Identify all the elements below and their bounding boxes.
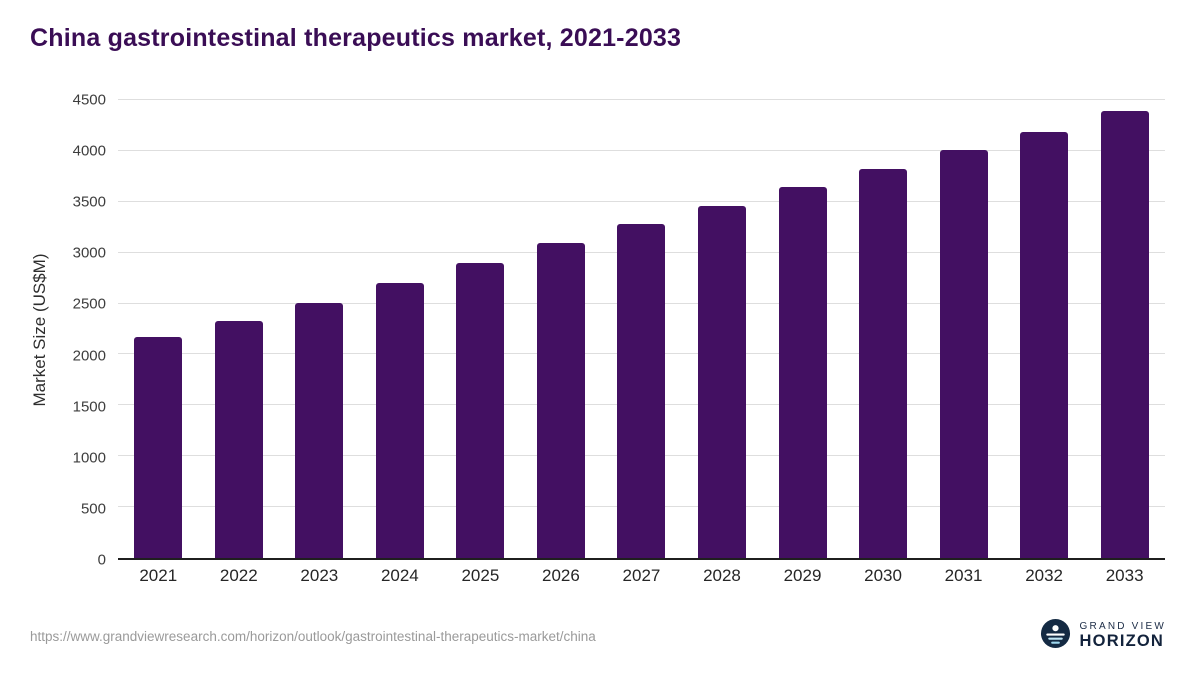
bar-2030[interactable] xyxy=(859,169,908,558)
logo-line2: HORIZON xyxy=(1079,632,1165,651)
source-url[interactable]: https://www.grandviewresearch.com/horizo… xyxy=(30,629,596,644)
x-tick-2030: 2030 xyxy=(864,566,902,585)
x-tick-2021: 2021 xyxy=(139,566,178,585)
x-tick-2029: 2029 xyxy=(783,566,822,585)
x-tick-2027: 2027 xyxy=(622,566,661,585)
bar-2032[interactable] xyxy=(1020,131,1069,558)
y-axis-ticks: 0 500 1000 1500 2000 2500 3000 3500 4000 4500 xyxy=(54,93,106,568)
bar-2029[interactable] xyxy=(778,187,827,558)
bar-2025[interactable] xyxy=(456,262,505,558)
y-tick-1000: 1000 xyxy=(72,449,106,467)
bar-slot-2030 xyxy=(843,100,924,558)
x-tick-2031: 2031 xyxy=(944,566,983,585)
bar-slot-2022 xyxy=(199,100,280,558)
x-tick-2022: 2022 xyxy=(219,566,258,585)
plot-area xyxy=(118,99,1165,560)
x-axis-labels: 2021 2022 2023 2024 2025 2026 2027 2028 2029 2030… xyxy=(118,566,1165,586)
logo-text: GRAND VIEW HORIZON xyxy=(1080,621,1166,651)
x-tick-2033: 2033 xyxy=(1105,566,1144,585)
bar-slot-2024 xyxy=(360,100,441,558)
bar-2022[interactable] xyxy=(214,321,263,558)
y-tick-500: 500 xyxy=(80,500,106,518)
gridline-4500 xyxy=(118,99,1165,100)
bar-slot-2028 xyxy=(682,100,763,558)
horizon-logo-icon xyxy=(1040,618,1071,654)
bar-slot-2031 xyxy=(923,100,1004,558)
y-tick-2500: 2500 xyxy=(72,295,106,313)
x-tick-2023: 2023 xyxy=(300,566,339,585)
bar-slot-2023 xyxy=(279,100,360,558)
bar-2026[interactable] xyxy=(536,242,585,558)
x-tick-2026: 2026 xyxy=(542,566,580,585)
y-tick-2000: 2000 xyxy=(72,347,106,365)
bar-slot-2026 xyxy=(521,100,602,558)
x-tick-2025: 2025 xyxy=(461,566,500,585)
bar-2023[interactable] xyxy=(295,302,344,558)
bar-2021[interactable] xyxy=(134,337,183,558)
x-tick-2032: 2032 xyxy=(1025,566,1064,585)
grand-view-horizon-logo[interactable]: GRAND VIEW HORIZON xyxy=(1040,618,1166,654)
x-tick-2024: 2024 xyxy=(380,566,419,585)
bar-slot-2027 xyxy=(601,100,682,558)
bar-slot-2033 xyxy=(1084,100,1165,558)
logo-line1: GRAND VIEW xyxy=(1079,620,1166,632)
gridline-4000 xyxy=(118,149,1165,151)
y-tick-1500: 1500 xyxy=(72,398,106,416)
bar-2031[interactable] xyxy=(939,149,988,558)
y-tick-3000: 3000 xyxy=(72,244,106,262)
bar-slot-2032 xyxy=(1004,100,1085,558)
bar-2033[interactable] xyxy=(1100,111,1149,558)
y-tick-4500: 4500 xyxy=(72,91,106,109)
y-tick-0: 0 xyxy=(97,551,106,569)
y-axis-label: Market Size (US$M) xyxy=(30,253,49,407)
bar-slot-2025 xyxy=(440,100,521,558)
bar-slot-2021 xyxy=(118,100,199,558)
y-tick-4000: 4000 xyxy=(72,142,106,160)
chart-title: China gastrointestinal therapeutics mark… xyxy=(30,24,682,52)
bar-2024[interactable] xyxy=(375,283,424,558)
bar-slot-2029 xyxy=(762,100,843,558)
bar-2027[interactable] xyxy=(617,223,666,558)
gridline-3500 xyxy=(118,200,1165,202)
bars-container xyxy=(118,100,1165,558)
bar-2028[interactable] xyxy=(697,205,746,558)
x-tick-2028: 2028 xyxy=(703,566,741,585)
y-tick-3500: 3500 xyxy=(72,193,106,211)
